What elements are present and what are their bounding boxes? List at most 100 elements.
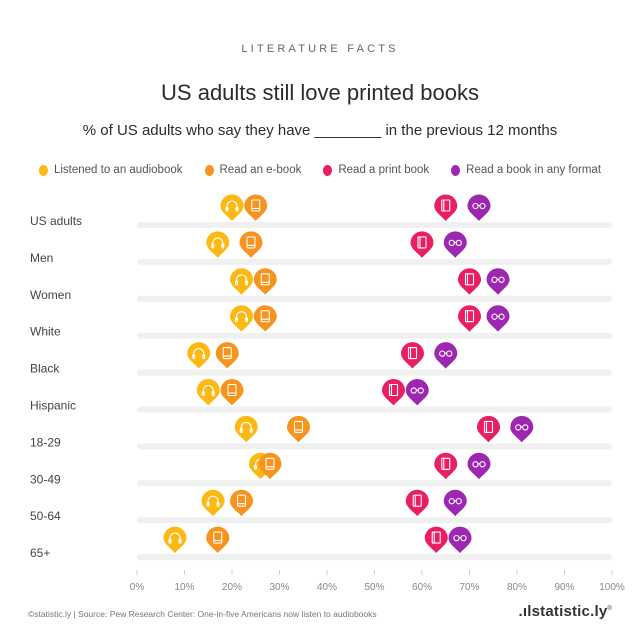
legend-label-print: Read a print book [338,164,430,176]
data-pin-book [401,342,424,369]
tablet-icon [293,420,304,433]
book-cover [417,236,427,249]
data-pin-book [410,231,434,258]
glasses-icon [448,498,462,505]
track-bar [137,443,612,450]
legend-label-any: Read a book in any format [466,164,602,176]
x-tick-label: 50% [364,582,384,593]
data-pin-headphones [230,305,253,332]
pin-marker [220,194,244,221]
data-pin-tablet [253,305,277,332]
headphones-icon [192,348,206,360]
track-bar [137,554,612,561]
x-tick-label: 10% [174,582,194,593]
headphones-icon [239,421,253,433]
headphones-left-cup [192,354,196,360]
book-icon [431,531,441,544]
pin-marker [253,305,277,332]
data-pin-tablet [230,489,253,517]
pin-marker [467,194,491,221]
book-icon [464,310,475,323]
track-bar [137,332,612,339]
tablet-body [222,347,232,360]
headphones-band [193,348,205,358]
legend-swatch-any [451,164,461,176]
pin-marker [467,452,491,480]
pin-marker [230,305,253,332]
data-pin-glasses [443,489,467,517]
x-tick-label: 70% [459,582,479,593]
legend-swatch-audiobook [38,164,48,176]
pin-marker [424,526,448,554]
pin-marker [196,379,220,406]
tablet-icon [260,310,270,323]
headphones-right-cup [249,427,253,433]
data-pin-glasses [467,452,491,480]
legend-item-ebook: Read an e-book [204,164,302,176]
headphones-left-cup [206,501,210,507]
legend-item-print: Read a print book [323,164,429,176]
headphones-icon [211,237,225,249]
pin-marker [486,268,510,295]
category-label: US adults [30,214,82,228]
headphones-left-cup [234,317,239,323]
data-pin-headphones [201,489,225,517]
tablet-body [246,236,256,249]
glasses-icon [410,387,424,394]
pin-marker [230,489,253,517]
track-bar [137,222,612,228]
data-pin-book [458,305,481,332]
pin-marker [201,489,225,517]
book-icon [417,236,427,249]
pin-marker [239,231,263,258]
category-label: 65+ [30,546,50,560]
category-label: White [30,325,61,339]
pin-marker [434,452,458,480]
legend-label-ebook: Read an e-book [219,164,302,176]
category-label: Men [30,251,53,265]
pin-marker [434,194,458,221]
data-pin-glasses [434,342,458,369]
headphones-band [212,237,224,247]
headphones-right-cup [235,206,239,212]
data-pin-headphones [234,415,258,443]
headphones-left-cup [239,427,243,433]
headphones-left-cup [211,243,215,249]
track-bar [137,517,612,524]
headphones-icon [225,200,239,212]
book-cover [483,420,494,433]
pin-marker [382,379,405,406]
pin-marker [206,231,230,258]
legend-item-any: Read a book in any format [451,164,601,176]
data-pin-book [405,489,429,517]
headphones-band [169,532,181,542]
pin-marker [477,415,500,443]
x-tick-label: 80% [507,582,527,593]
book-icon [464,273,475,286]
track-bar [137,295,612,302]
headphones-right-cup [244,317,249,323]
headphones-icon [168,532,182,544]
book-cover [441,457,451,470]
pin-marker [458,305,481,332]
tablet-body [260,273,270,286]
data-pin-tablet [220,379,244,406]
data-pin-tablet [244,194,268,221]
headphones-icon [234,311,249,323]
category-label: 30-49 [30,472,61,486]
tablet-icon [222,347,232,360]
headphones-left-cup [168,538,172,544]
legend: Listened to an audiobook Read an e-book … [0,164,640,176]
data-pin-book [477,415,500,443]
x-tick-label: 0% [130,582,145,593]
x-tick-label: 40% [317,582,337,593]
data-pin-tablet [215,342,239,369]
book-cover [464,310,475,323]
data-pin-glasses [486,268,510,295]
glasses-icon [448,239,462,247]
data-pin-tablet [253,268,277,295]
pin-marker [448,526,472,554]
tablet-body [293,420,304,433]
x-tick-label: 90% [554,582,574,593]
